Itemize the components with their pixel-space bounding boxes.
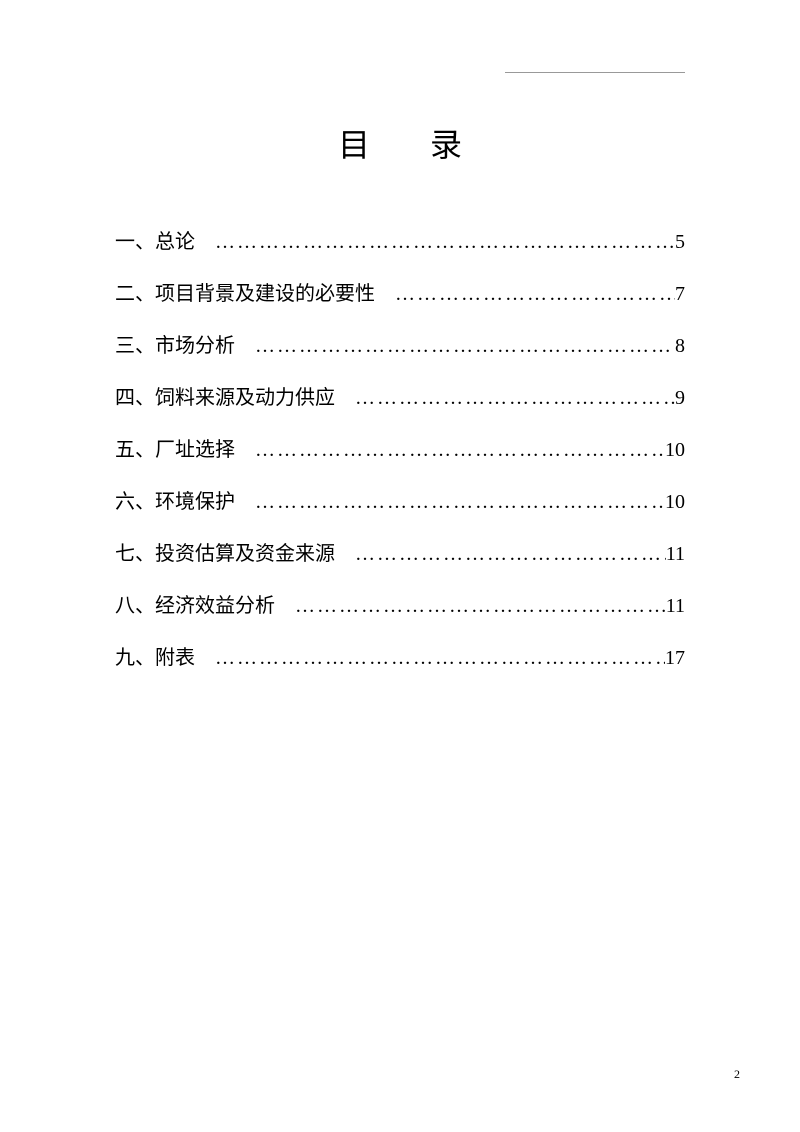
toc-dots: …………………………………………………………………… [215, 642, 665, 674]
toc-item-label: 六、环境保护 [115, 486, 235, 518]
toc-item-label: 五、厂址选择 [115, 434, 235, 466]
toc-item: 二、项目背景及建设的必要性 ……………………………………………………………………… [115, 278, 685, 310]
toc-item-label: 四、饲料来源及动力供应 [115, 382, 335, 414]
toc-item-page: 10 [665, 434, 685, 466]
toc-item-page: 17 [665, 642, 685, 674]
toc-item: 九、附表 …………………………………………………………………… 17 [115, 642, 685, 674]
toc-item-page: 9 [675, 382, 685, 414]
toc-item-label: 九、附表 [115, 642, 195, 674]
toc-dots: …………………………………………………………………… [255, 434, 665, 466]
toc-dots: …………………………………………………………………… [395, 278, 675, 310]
toc-item-label: 八、经济效益分析 [115, 590, 275, 622]
toc-dots: …………………………………………………………………… [355, 538, 666, 570]
toc-dots: …………………………………………………………………… [215, 226, 675, 258]
toc-dots: …………………………………………………………………… [255, 486, 665, 518]
toc-item: 三、市场分析 …………………………………………………………………… 8 [115, 330, 685, 362]
page-container: 目录 一、总论 …………………………………………………………………… 5 二、项… [0, 0, 800, 674]
toc-item: 六、环境保护 …………………………………………………………………… 10 [115, 486, 685, 518]
toc-list: 一、总论 …………………………………………………………………… 5 二、项目背景… [115, 226, 685, 674]
toc-item-label: 七、投资估算及资金来源 [115, 538, 335, 570]
toc-item: 一、总论 …………………………………………………………………… 5 [115, 226, 685, 258]
toc-item-page: 8 [675, 330, 685, 362]
toc-item-page: 11 [666, 538, 685, 570]
header-line [505, 72, 685, 73]
toc-title: 目录 [175, 120, 685, 166]
toc-item: 八、经济效益分析 …………………………………………………………………… 11 [115, 590, 685, 622]
toc-item: 七、投资估算及资金来源 …………………………………………………………………… 1… [115, 538, 685, 570]
toc-dots: …………………………………………………………………… [355, 382, 675, 414]
toc-item-label: 三、市场分析 [115, 330, 235, 362]
toc-dots: …………………………………………………………………… [255, 330, 675, 362]
toc-item-page: 11 [666, 590, 685, 622]
toc-item-label: 一、总论 [115, 226, 195, 258]
toc-item: 四、饲料来源及动力供应 …………………………………………………………………… 9 [115, 382, 685, 414]
toc-item: 五、厂址选择 …………………………………………………………………… 10 [115, 434, 685, 466]
toc-item-page: 10 [665, 486, 685, 518]
toc-item-label: 二、项目背景及建设的必要性 [115, 278, 375, 310]
toc-item-page: 5 [675, 226, 685, 258]
page-number: 2 [734, 1067, 740, 1082]
toc-dots: …………………………………………………………………… [295, 590, 666, 622]
toc-item-page: 7 [675, 278, 685, 310]
